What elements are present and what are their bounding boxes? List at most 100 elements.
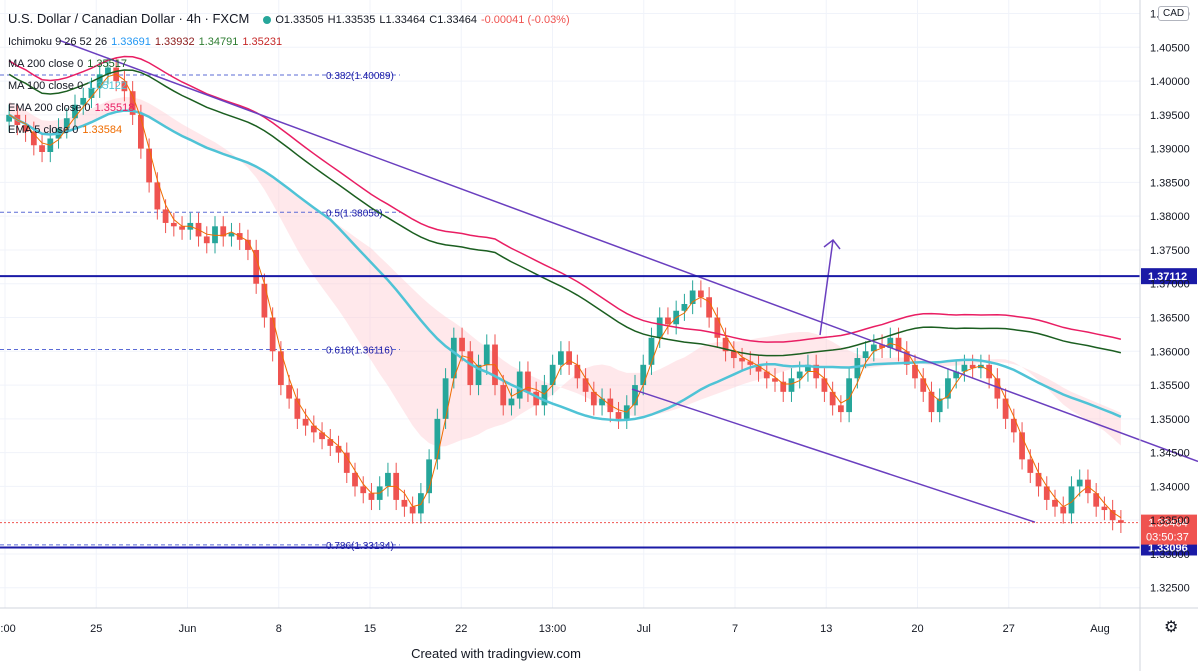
candle-body xyxy=(352,472,358,487)
indicator-row[interactable]: Ichimoku 9 26 52 26 1.33691 1.33932 1.34791… xyxy=(8,31,574,53)
candle-body xyxy=(203,236,210,244)
candle-body xyxy=(945,378,951,399)
indicator-value: 1.33584 xyxy=(82,124,123,136)
candle-body xyxy=(261,283,268,318)
price-tick-label: 1.36500 xyxy=(1150,313,1190,325)
candle-body xyxy=(1076,479,1083,487)
price-tick-label: 1.33500 xyxy=(1150,515,1190,527)
candle-body xyxy=(294,398,301,419)
candle-body xyxy=(928,391,935,413)
fib-label: 0.618(1.36116) xyxy=(326,346,393,357)
candle-body xyxy=(154,182,161,210)
indicator-value: 1.35517 xyxy=(87,58,127,70)
ema5-line xyxy=(8,73,1122,519)
candle-body xyxy=(525,371,531,392)
candle-body xyxy=(409,506,416,514)
candle-body xyxy=(549,364,556,386)
cloud-area xyxy=(9,97,1121,447)
candle-body xyxy=(1010,418,1017,433)
ichimoku-cloud xyxy=(9,97,1121,447)
candle-body xyxy=(558,351,564,365)
indicator-row[interactable]: MA 100 close 0 1.35122 xyxy=(8,75,574,97)
candle-body xyxy=(360,486,367,494)
candle-body xyxy=(1101,506,1108,511)
price-axis[interactable]: 1.410001.405001.400001.395001.390001.385… xyxy=(1139,0,1190,671)
candle-body xyxy=(714,317,721,338)
time-tick-label: 20 xyxy=(911,623,923,635)
candle-body xyxy=(936,398,943,413)
candle-body xyxy=(788,378,795,392)
candle-body xyxy=(854,358,861,379)
indicator-row[interactable]: EMA 200 close 0 1.35518 xyxy=(8,97,574,119)
indicator-row[interactable]: MA 200 close 0 1.35517 xyxy=(8,53,574,75)
channel-lower-line xyxy=(631,388,1036,523)
price-tick-label: 1.35000 xyxy=(1150,414,1190,426)
candle-body xyxy=(862,351,869,359)
time-tick-label: 22 xyxy=(455,623,467,635)
candle-body xyxy=(895,337,902,352)
time-tick-label: 15 xyxy=(364,623,376,635)
candle-body xyxy=(72,104,78,119)
last-price-label: 1.33464 xyxy=(1148,518,1188,530)
candle-body xyxy=(401,499,408,507)
candle-body xyxy=(541,385,548,406)
fib-label: 0.382(1.40089) xyxy=(326,71,394,82)
candle-body xyxy=(615,412,622,419)
price-tick-label: 1.36000 xyxy=(1150,346,1190,358)
level-axis-label: 1.33096 xyxy=(1148,542,1188,554)
candle-body xyxy=(887,337,894,348)
fib-label: 0.786(1.33134) xyxy=(326,541,394,552)
candle-body xyxy=(640,364,647,386)
indicator-row[interactable]: EMA 5 close 0 1.33584 xyxy=(8,119,574,141)
price-tick-label: 1.40500 xyxy=(1150,42,1190,54)
gear-icon[interactable]: ⚙ xyxy=(1164,619,1179,636)
candle-body xyxy=(903,351,910,365)
currency-label[interactable]: CAD xyxy=(1158,6,1190,21)
candle-body xyxy=(442,378,449,419)
price-tick-label: 1.39500 xyxy=(1150,110,1190,122)
candle-body xyxy=(96,74,103,88)
candle-body xyxy=(780,381,787,392)
time-tick-label: 13 xyxy=(820,623,832,635)
indicator-value: 1.33691 xyxy=(111,36,151,48)
indicator-value: 1.33932 xyxy=(154,36,195,48)
candle-body xyxy=(343,452,350,473)
candle-body xyxy=(1052,499,1058,507)
candle-body xyxy=(459,337,465,352)
candle-body xyxy=(310,425,317,433)
horizontal-levels[interactable]: 1.37112 1.33096 1.33464 03:50:37 xyxy=(0,268,1197,556)
candle-body xyxy=(879,344,885,348)
indicator-label: MA 100 close 0 xyxy=(8,80,84,92)
candle-body xyxy=(475,364,482,386)
time-tick-label: Jun xyxy=(179,623,197,635)
indicator-label: EMA 5 close 0 xyxy=(8,124,79,136)
candle-body xyxy=(648,337,655,365)
candle-body xyxy=(961,364,968,372)
candle-body xyxy=(286,385,292,399)
time-tick-label: Aug xyxy=(1090,623,1110,635)
candle-body xyxy=(574,364,581,379)
ohlc-change: -0.00041 (-0.03%) xyxy=(480,14,570,26)
indicator-label: Ichimoku 9 26 52 26 xyxy=(8,36,108,48)
ma100-line xyxy=(8,109,1122,422)
time-axis[interactable]: 3:00 25 Jun 8 15 22 13:00 Jul 7 13 20 27 Aug xyxy=(0,607,1198,635)
ma200-line xyxy=(8,69,1122,357)
price-tick-label: 1.34000 xyxy=(1150,481,1190,493)
candle-body xyxy=(129,91,136,115)
candle-body xyxy=(269,317,276,352)
candle-body xyxy=(829,391,836,406)
candle-body xyxy=(689,290,696,304)
candle-body xyxy=(1093,493,1100,507)
candle-body xyxy=(228,233,235,237)
time-tick-label: 25 xyxy=(90,623,102,635)
time-tick-label: 13:00 xyxy=(539,623,567,635)
credit-text[interactable]: Created with tradingview.com xyxy=(411,646,581,661)
symbol-title[interactable]: U.S. Dollar / Canadian Dollar · 4h · FXC… xyxy=(8,11,250,26)
indicator-value: 1.34791 xyxy=(198,36,239,48)
candle-body xyxy=(220,226,227,237)
candle-body xyxy=(1019,432,1025,460)
time-tick-label: Jul xyxy=(637,623,651,635)
candle-body xyxy=(327,439,334,446)
candle-body xyxy=(730,351,737,359)
